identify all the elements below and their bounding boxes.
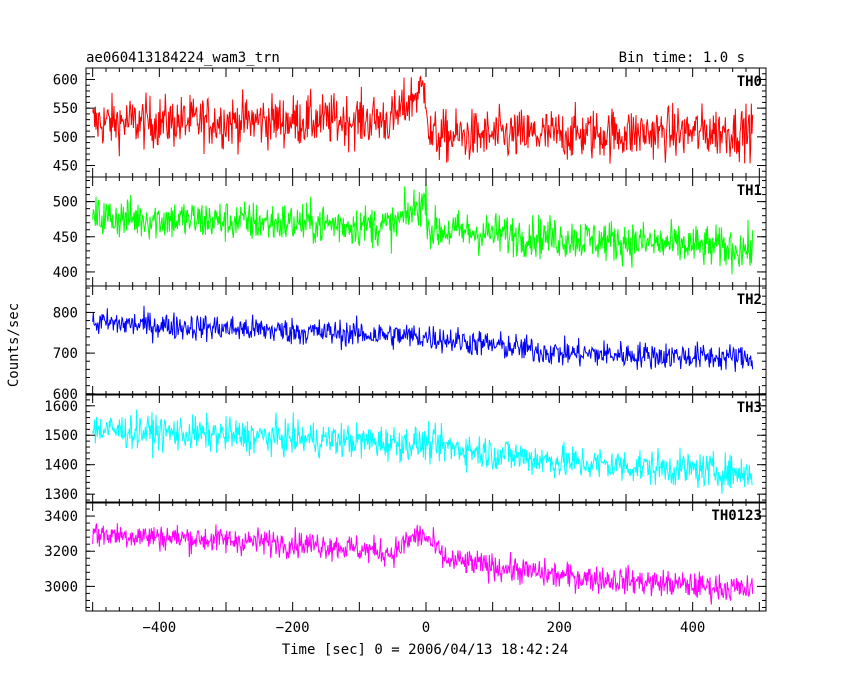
- y-tick-label: 3200: [44, 544, 78, 560]
- series-line-th3: [92, 409, 753, 495]
- panel-label: TH2: [737, 292, 762, 308]
- panel-label: TH0123: [711, 508, 762, 524]
- y-tick-label: 600: [53, 387, 78, 403]
- x-tick-label: 200: [547, 620, 572, 636]
- series-line-th0123: [92, 523, 754, 605]
- y-tick-label: 1500: [44, 428, 78, 444]
- series-line-th1: [92, 178, 754, 275]
- panel-frame: [85, 285, 767, 396]
- panel-th0123: 3000 3200 3400 TH0123: [44, 501, 767, 612]
- panel-label: TH3: [737, 400, 762, 416]
- y-tick-label: 1300: [44, 487, 78, 503]
- y-tick-label: 400: [53, 265, 78, 281]
- panel-th2: 600 700 800 TH2: [53, 285, 767, 403]
- y-tick-label: 1600: [44, 399, 78, 415]
- panel-th1: 400 450 500 TH1: [53, 176, 767, 287]
- y-tick-label: 500: [53, 195, 78, 211]
- x-axis-label: Time [sec] 0 = 2006/04/13 18:42:24: [282, 642, 569, 658]
- panel-th0: 450 500 550 600 TH0: [53, 67, 767, 178]
- panel-th3: 1300 1400 1500 1600 TH3: [44, 393, 767, 504]
- y-tick-label: 3400: [44, 509, 78, 525]
- y-tick-label: 3000: [44, 579, 78, 595]
- y-tick-label: 450: [53, 230, 78, 246]
- y-tick-label: 1400: [44, 458, 78, 474]
- panel-label: TH0: [737, 74, 762, 90]
- y-tick-label: 700: [53, 346, 78, 362]
- chart-title: ae060413184224_wam3_trn: [86, 50, 280, 66]
- x-tick-label: −400: [142, 620, 176, 636]
- y-tick-label: 450: [53, 159, 78, 175]
- y-tick-label: 550: [53, 101, 78, 117]
- bin-time-label: Bin time: 1.0 s: [619, 50, 745, 66]
- panels-group: 450 500 550 600 TH0 400 450 500 TH1 600 700 800 TH2 1…: [44, 67, 767, 636]
- x-tick-label: 400: [680, 620, 705, 636]
- x-tick-label: −200: [276, 620, 310, 636]
- y-tick-label: 600: [53, 72, 78, 88]
- series-line-th0: [92, 75, 754, 164]
- y-tick-label: 800: [53, 305, 78, 321]
- series-line-th2: [92, 305, 754, 372]
- panel-frame: [85, 501, 767, 612]
- y-axis-label: Counts/sec: [6, 303, 22, 387]
- x-tick-label: 0: [422, 620, 430, 636]
- panel-label: TH1: [737, 183, 762, 199]
- y-tick-label: 500: [53, 130, 78, 146]
